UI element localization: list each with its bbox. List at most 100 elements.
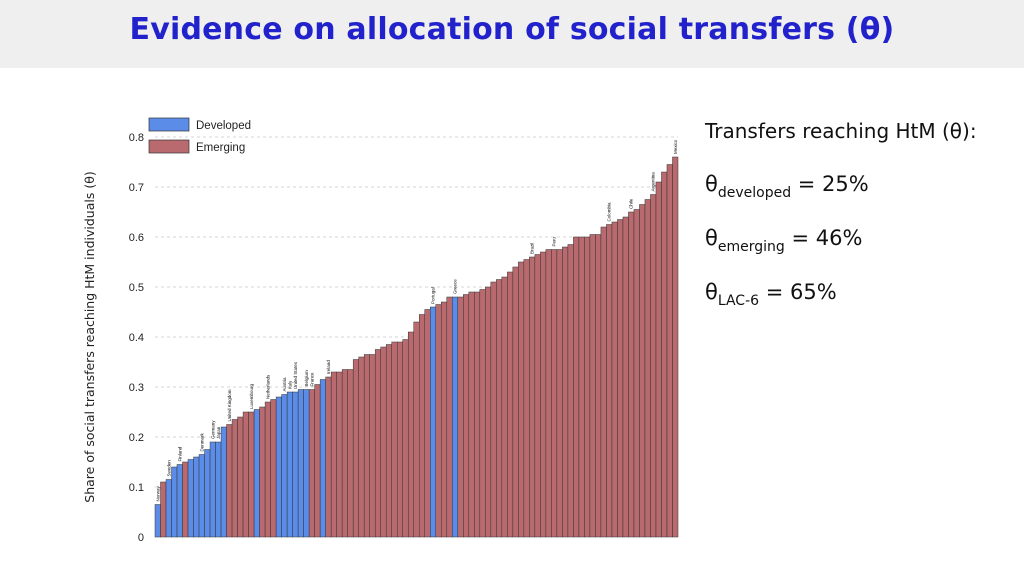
- bar-label: Norway: [155, 485, 160, 501]
- bar: [518, 261, 525, 538]
- bar: [633, 209, 640, 538]
- bar: [259, 406, 266, 538]
- bar: [485, 286, 492, 538]
- bar: [413, 321, 420, 538]
- bar: [171, 466, 178, 538]
- bar: [319, 379, 326, 538]
- bar: [314, 384, 321, 538]
- bar: [573, 236, 580, 538]
- bar-label: Colombia: [607, 202, 612, 222]
- bar-label: Chile: [629, 198, 634, 209]
- bar: [644, 199, 651, 538]
- theta-heading: Transfers reaching HtM (θ):: [705, 119, 977, 143]
- bar: [435, 304, 442, 538]
- bar: [666, 164, 673, 538]
- bar: [507, 271, 514, 538]
- bar: [187, 459, 194, 538]
- theta-subscript: developed: [717, 185, 792, 201]
- theta-subscript: LAC-6: [717, 293, 760, 309]
- bar: [242, 411, 249, 538]
- bar: [600, 226, 607, 538]
- bar-label: Italy: [287, 380, 292, 389]
- bar: [391, 341, 398, 538]
- bar: [402, 339, 409, 538]
- bar-label: France: [309, 372, 314, 387]
- bar: [182, 461, 189, 538]
- bar-label: Denmark: [199, 432, 204, 451]
- bar: [341, 369, 348, 538]
- bar: [303, 389, 310, 538]
- theta-subscript: emerging: [717, 239, 785, 255]
- bar-label: United States: [293, 361, 298, 389]
- bar: [639, 204, 646, 538]
- bar: [534, 254, 541, 538]
- bar: [578, 236, 585, 538]
- theta-symbol: θ: [705, 172, 718, 196]
- bar: [176, 464, 183, 538]
- bar: [419, 314, 426, 538]
- bar-label: Japan: [216, 426, 221, 439]
- theta-developed: θdeveloped = 25%: [705, 172, 869, 201]
- bar: [380, 346, 387, 538]
- bar: [253, 409, 260, 538]
- legend-swatch: [148, 117, 190, 132]
- bar: [281, 394, 288, 538]
- bar: [385, 344, 392, 538]
- bar: [496, 279, 503, 538]
- bar-label: United Kingdom: [227, 389, 232, 421]
- bar: [297, 389, 304, 538]
- legend-swatch: [148, 139, 190, 154]
- bar: [308, 389, 315, 538]
- bar: [270, 399, 277, 538]
- bar-label: Sweden: [166, 460, 171, 477]
- bar: [352, 359, 359, 538]
- bar: [617, 219, 624, 538]
- bar: [330, 371, 337, 538]
- bar: [424, 309, 431, 538]
- bar-label: Portugal: [431, 287, 436, 304]
- bar: [540, 251, 547, 538]
- theta-value: = 25%: [791, 172, 869, 196]
- legend-label: Developed: [196, 120, 251, 132]
- bar-label: Mexico: [673, 139, 678, 154]
- bar: [441, 301, 448, 538]
- bar: [523, 259, 530, 538]
- bar: [611, 221, 618, 538]
- y-axis-label: Share of social transfers reaching HtM i…: [82, 171, 97, 502]
- bar: [655, 181, 662, 538]
- bar: [275, 396, 282, 538]
- bar: [358, 356, 365, 538]
- bar: [165, 479, 172, 538]
- theta-lac6: θLAC-6 = 65%: [705, 280, 837, 309]
- bar: [374, 349, 381, 538]
- bar: [628, 211, 635, 538]
- bar: [231, 419, 238, 538]
- bar: [501, 276, 508, 538]
- bar: [606, 224, 613, 538]
- bar-label: Luxembourg: [249, 383, 254, 409]
- bar: [193, 456, 200, 538]
- bar: [567, 244, 574, 538]
- bar-label: Greece: [453, 279, 458, 294]
- bar: [407, 331, 414, 538]
- bar: [226, 424, 233, 538]
- bar: [446, 296, 453, 538]
- bar: [220, 426, 227, 538]
- bar: [463, 294, 470, 538]
- bar: [556, 249, 563, 538]
- bar-label: Netherlands: [265, 374, 270, 399]
- bar-label: Peru: [552, 236, 557, 246]
- bar: [363, 354, 370, 538]
- bar: [622, 216, 629, 538]
- bar: [369, 354, 376, 538]
- bar-label: Ireland: [326, 360, 331, 374]
- y-tick-label: 0: [138, 532, 144, 544]
- y-tick-label: 0.7: [129, 182, 144, 194]
- bar: [154, 504, 161, 538]
- bar: [545, 249, 552, 538]
- legend-label: Emerging: [196, 142, 245, 154]
- bar: [457, 296, 464, 538]
- bar: [336, 371, 343, 538]
- bar: [512, 266, 519, 538]
- bar: [248, 411, 255, 538]
